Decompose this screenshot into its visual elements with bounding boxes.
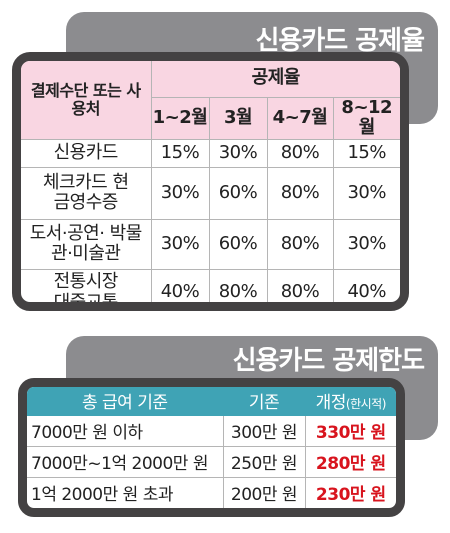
period-header: 3월 — [208, 96, 268, 140]
limit-table-frame: 총 급여 기준 기존 개정(한시적) 7000만 원 이하 300만 원 330… — [18, 378, 405, 517]
rate-cell: 60% — [208, 218, 268, 270]
period-header: 1~2월 — [151, 96, 210, 140]
rate-cell: 30% — [332, 218, 400, 270]
limit-table: 총 급여 기준 기존 개정(한시적) 7000만 원 이하 300만 원 330… — [27, 387, 396, 508]
basis-cell: 7000만 원 이하 — [27, 414, 224, 447]
limit-title: 신용카드 공제한도 — [232, 346, 425, 376]
row-label: 도서·공연· 박물관·미술관 — [21, 218, 152, 270]
rate-cell: 15% — [332, 138, 400, 168]
row-label: 체크카드 현금영수증 — [21, 166, 152, 220]
current-cell: 200만 원 — [222, 476, 306, 508]
table-row: 신용카드 15% 30% 80% 15% — [21, 138, 400, 168]
period-header: 4~7월 — [266, 96, 334, 140]
basis-cell: 1억 2000만 원 초과 — [27, 476, 224, 508]
rate-table: 결제수단 또는 사용처 공제율 1~2월 3월 4~7월 8~12월 신용카드 … — [21, 61, 400, 302]
rate-cell: 60% — [208, 166, 268, 220]
rate-header: 공제율 — [150, 61, 400, 98]
table-row: 전통시장 대중교통 40% 80% 80% 40% — [21, 268, 400, 302]
row-label: 전통시장 대중교통 — [21, 268, 152, 302]
revised-cell: 330만 원 — [304, 414, 396, 447]
rate-cell: 30% — [150, 218, 210, 270]
current-cell: 250만 원 — [222, 445, 306, 478]
rate-title: 신용카드 공제율 — [255, 26, 425, 56]
table-row: 7000만~1억 2000만 원 250만 원 280만 원 — [27, 445, 396, 478]
revised-note: (한시적) — [345, 397, 386, 412]
rate-cell: 30% — [150, 166, 210, 220]
basis-header: 총 급여 기준 — [27, 387, 224, 416]
row-label: 신용카드 — [21, 138, 152, 168]
method-header: 결제수단 또는 사용처 — [21, 61, 152, 140]
rate-cell: 80% — [266, 218, 334, 270]
rate-cell: 80% — [266, 268, 334, 302]
rate-cell: 30% — [208, 138, 268, 168]
rate-cell: 80% — [208, 268, 268, 302]
revised-cell: 230만 원 — [304, 476, 396, 508]
period-header: 8~12월 — [332, 96, 400, 140]
current-cell: 300만 원 — [222, 414, 306, 447]
rate-table-frame: 결제수단 또는 사용처 공제율 1~2월 3월 4~7월 8~12월 신용카드 … — [12, 52, 409, 311]
rate-cell: 30% — [332, 166, 400, 220]
revised-cell: 280만 원 — [304, 445, 396, 478]
table-row: 도서·공연· 박물관·미술관 30% 60% 80% 30% — [21, 218, 400, 270]
table-row: 1억 2000만 원 초과 200만 원 230만 원 — [27, 476, 396, 508]
rate-cell: 80% — [266, 138, 334, 168]
rate-cell: 80% — [266, 166, 334, 220]
rate-cell: 40% — [150, 268, 210, 302]
rate-cell: 15% — [150, 138, 210, 168]
current-header: 기존 — [222, 387, 306, 416]
rate-cell: 40% — [332, 268, 400, 302]
table-row: 체크카드 현금영수증 30% 60% 80% 30% — [21, 166, 400, 220]
table-row: 7000만 원 이하 300만 원 330만 원 — [27, 414, 396, 447]
basis-cell: 7000만~1억 2000만 원 — [27, 445, 224, 478]
revised-header: 개정(한시적) — [304, 387, 396, 416]
